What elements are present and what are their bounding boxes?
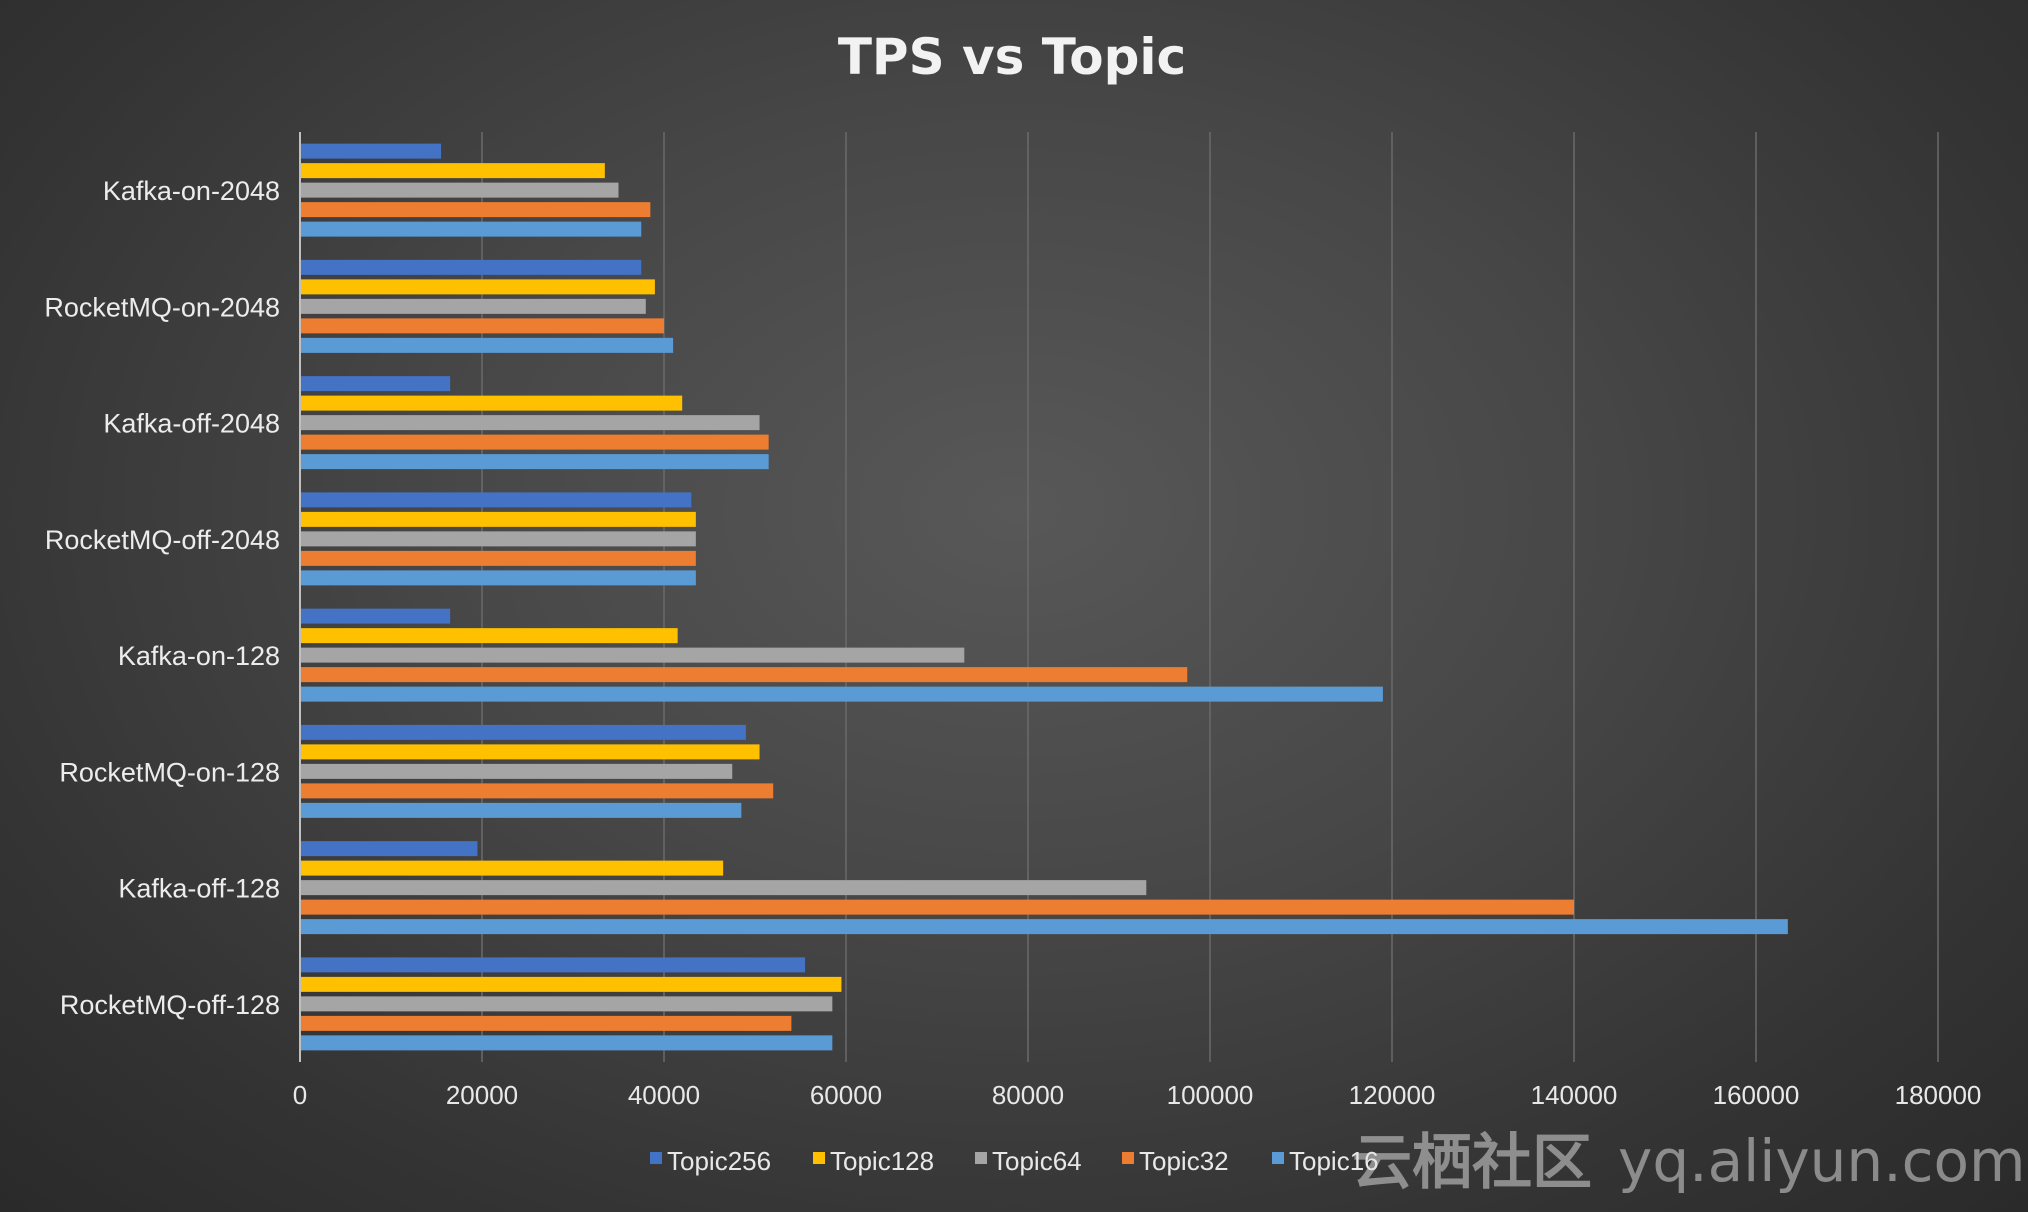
x-tick-label: 100000 (1167, 1080, 1254, 1110)
legend-label: Topic64 (992, 1146, 1082, 1176)
bar (300, 298, 646, 314)
watermark-site: yq.aliyun.com (1618, 1127, 2026, 1195)
bar (300, 454, 769, 470)
category-label: Kafka-off-128 (118, 874, 280, 904)
legend-label: Topic128 (830, 1146, 934, 1176)
category-label: RocketMQ-on-128 (59, 757, 280, 787)
bar (300, 1035, 833, 1051)
legend-swatch (1122, 1152, 1134, 1164)
x-tick-labels: 0 20000 40000 60000 80000 100000 120000 140000 1… (293, 1080, 1982, 1110)
bar (300, 202, 651, 218)
bar (300, 492, 692, 508)
bar (300, 279, 655, 295)
bar (300, 667, 1188, 683)
bar (300, 996, 833, 1012)
category-label: Kafka-on-128 (118, 641, 280, 671)
bar (300, 259, 642, 275)
legend-label: Topic16 (1289, 1146, 1379, 1176)
bar (300, 182, 619, 198)
bar (300, 221, 642, 237)
gridlines (481, 132, 1939, 1062)
bar (300, 415, 760, 431)
bar (300, 434, 769, 450)
category-label: Kafka-off-2048 (103, 409, 280, 439)
category-label: RocketMQ-on-2048 (44, 292, 280, 322)
bars-group (300, 143, 1788, 1051)
bar (300, 143, 442, 159)
category-label: RocketMQ-off-2048 (45, 525, 280, 555)
category-label: Kafka-on-2048 (103, 176, 280, 206)
x-tick-label: 20000 (446, 1080, 518, 1110)
x-tick-label: 40000 (628, 1080, 700, 1110)
watermark: 云栖社区 yq.aliyun.com (1352, 1127, 2026, 1198)
bar (300, 395, 683, 411)
x-tick-label: 140000 (1531, 1080, 1618, 1110)
bar (300, 570, 696, 586)
bar (300, 647, 965, 663)
bar (300, 163, 605, 179)
bar (300, 511, 696, 527)
bar (300, 318, 664, 334)
legend: Topic256 Topic128 Topic64 Topic32 Topic16 (650, 1146, 1379, 1176)
bar (300, 880, 1147, 896)
bar (300, 337, 674, 353)
x-tick-label: 80000 (992, 1080, 1064, 1110)
bar (300, 376, 451, 392)
legend-label: Topic32 (1139, 1146, 1229, 1176)
x-tick-label: 180000 (1895, 1080, 1982, 1110)
bar (300, 976, 842, 992)
bar (300, 724, 746, 740)
category-label: RocketMQ-off-128 (60, 990, 280, 1020)
legend-swatch (1272, 1152, 1284, 1164)
chart-title: TPS vs Topic (838, 28, 1186, 86)
bar (300, 841, 478, 857)
bar (300, 802, 742, 818)
bar (300, 957, 806, 973)
bar (300, 919, 1788, 935)
category-labels: Kafka-on-2048 RocketMQ-on-2048 Kafka-off-2… (44, 176, 280, 1020)
legend-swatch (975, 1152, 987, 1164)
x-tick-label: 60000 (810, 1080, 882, 1110)
bar (300, 783, 774, 799)
legend-label: Topic256 (667, 1146, 771, 1176)
bar (300, 744, 760, 760)
bar (300, 608, 451, 624)
bar (300, 1015, 792, 1031)
x-tick-label: 120000 (1349, 1080, 1436, 1110)
bar (300, 550, 696, 566)
watermark-cjk: 云栖社区 (1352, 1128, 1592, 1198)
bar (300, 899, 1574, 915)
x-tick-label: 0 (293, 1080, 307, 1110)
legend-swatch (813, 1152, 825, 1164)
bar (300, 628, 678, 644)
bar (300, 531, 696, 547)
bar (300, 860, 724, 876)
x-tick-label: 160000 (1713, 1080, 1800, 1110)
bar (300, 686, 1383, 702)
bar (300, 763, 733, 779)
legend-swatch (650, 1152, 662, 1164)
